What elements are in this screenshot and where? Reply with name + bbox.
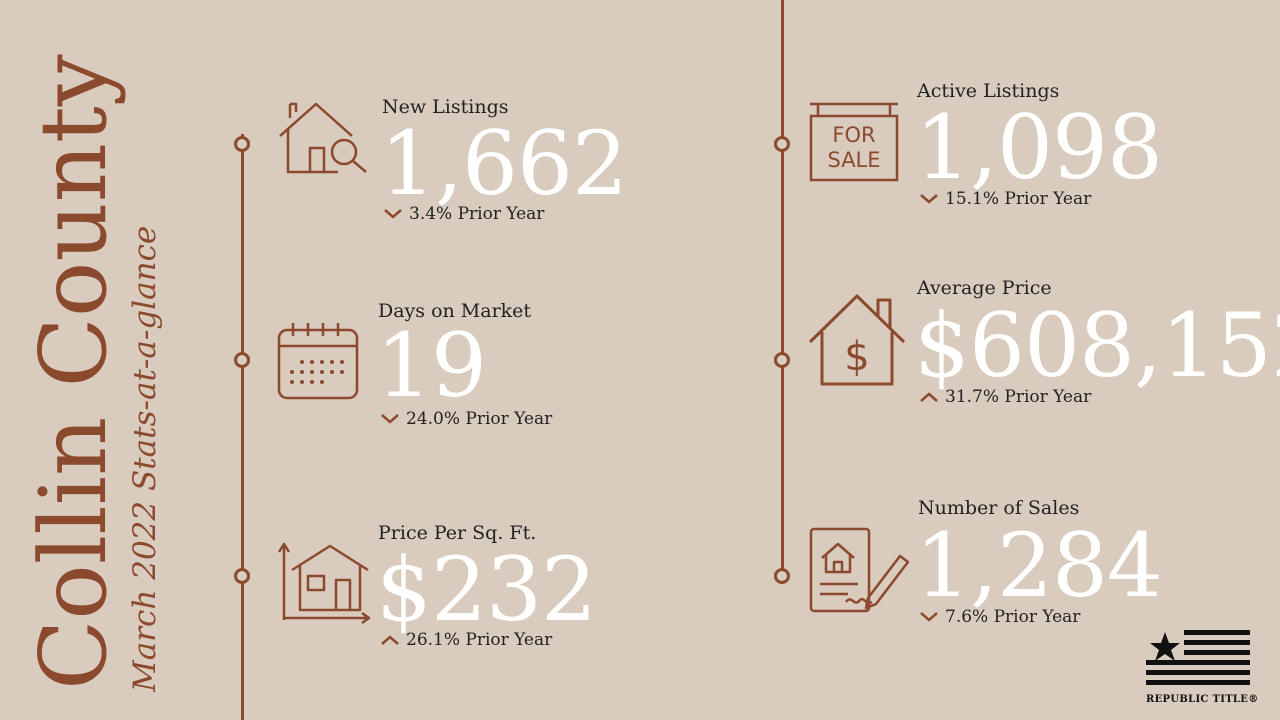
stat-label: Price Per Sq. Ft. <box>378 522 537 544</box>
stat-change-text: 3.4% Prior Year <box>409 204 545 224</box>
sign-line-1: FOR <box>832 123 875 147</box>
stat-change-text: 7.6% Prior Year <box>945 607 1081 627</box>
timeline-node <box>774 136 790 152</box>
stat-label: Days on Market <box>378 300 532 322</box>
stat-value: 1,098 <box>915 96 1163 199</box>
chevron-down-icon <box>920 612 938 622</box>
stat-change: 31.7% Prior Year <box>919 387 1091 407</box>
stat-change: 7.6% Prior Year <box>919 607 1080 627</box>
timeline-node <box>234 136 250 152</box>
house-measure-icon <box>276 540 372 624</box>
svg-text:$: $ <box>844 334 869 380</box>
chevron-down-icon <box>920 194 938 204</box>
left-timeline <box>241 134 244 720</box>
stat-change: 24.0% Prior Year <box>380 409 552 429</box>
stat-value: $232 <box>376 538 597 641</box>
stat-value: 1,662 <box>380 112 628 215</box>
stat-change-text: 24.0% Prior Year <box>406 409 553 429</box>
stat-value: $608,152 <box>914 294 1280 397</box>
stat-value: 19 <box>376 314 487 417</box>
timeline-node <box>234 568 250 584</box>
stat-label: Active Listings <box>917 80 1060 102</box>
page-title: Collin County <box>20 54 127 690</box>
timeline-node <box>774 352 790 368</box>
right-timeline <box>781 0 784 582</box>
stat-value: 1,284 <box>915 514 1163 617</box>
contract-sign-icon <box>808 526 916 614</box>
stat-change: 26.1% Prior Year <box>380 630 552 650</box>
house-dollar-icon: $ <box>806 292 908 388</box>
sign-line-2: SALE <box>827 148 880 172</box>
chevron-up-icon <box>381 635 399 645</box>
stat-label: Number of Sales <box>918 497 1080 519</box>
logo-text: REPUBLIC TITLE® <box>1146 694 1259 705</box>
stat-change-text: 26.1% Prior Year <box>406 630 553 650</box>
chevron-down-icon <box>381 414 399 424</box>
stat-change-text: 15.1% Prior Year <box>945 189 1092 209</box>
stat-change: 3.4% Prior Year <box>383 204 544 224</box>
for-sale-sign-icon: FOR SALE <box>808 100 900 184</box>
stat-change: 15.1% Prior Year <box>919 189 1091 209</box>
stat-label: New Listings <box>382 96 509 118</box>
stat-change-text: 31.7% Prior Year <box>945 387 1092 407</box>
star-flag-icon <box>1146 630 1250 694</box>
calendar-icon <box>276 320 360 402</box>
chevron-down-icon <box>384 209 402 219</box>
stat-label: Average Price <box>917 277 1052 299</box>
chevron-up-icon <box>920 392 938 402</box>
house-search-icon <box>276 100 370 176</box>
page-subtitle: March 2022 Stats-at-a-glance <box>127 225 163 692</box>
timeline-node <box>774 568 790 584</box>
timeline-node <box>234 352 250 368</box>
